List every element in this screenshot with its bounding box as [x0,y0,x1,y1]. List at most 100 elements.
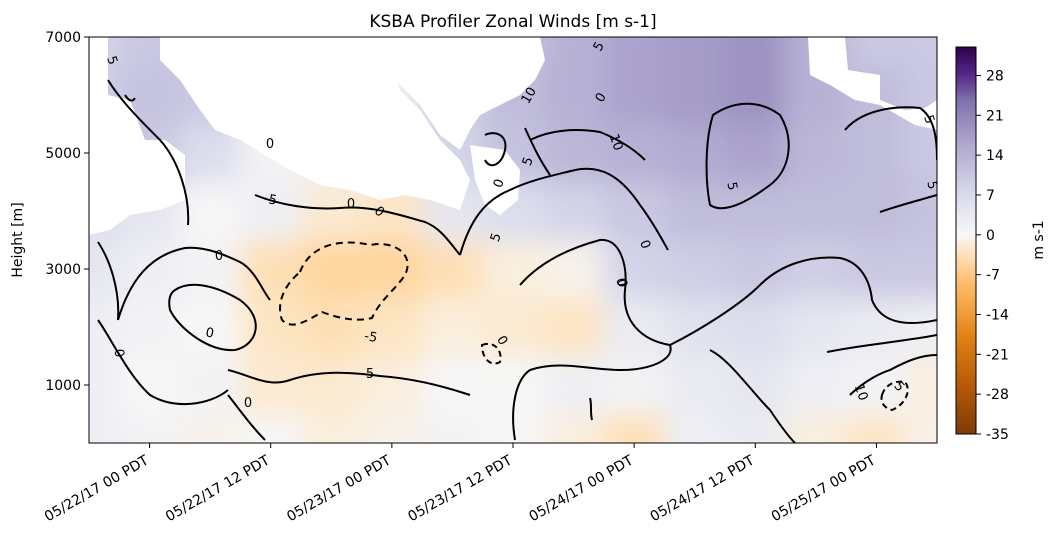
contour-label: 0 [244,396,252,411]
heat-cell [725,124,787,183]
contour-zero-right [669,256,937,346]
heat-cell [785,240,848,299]
x-tick-label: 05/24/17 00 PDT [526,452,636,525]
heat-cell [785,298,848,357]
heat-cell [361,356,424,415]
heat-cell [240,356,302,415]
heat-cell [119,240,181,299]
y-tick-label: 5000 [45,146,81,162]
contour-zero-far-right-edge [879,194,937,213]
contour-label: 0 [266,137,274,152]
heat-cell [664,66,726,125]
colorbar-tick-label: -7 [986,268,1000,284]
x-tick-label: 05/23/17 00 PDT [284,452,394,525]
heat-cell [422,240,484,299]
heat-cell [422,356,484,415]
contour-zero-upper-left-ticks [124,94,136,102]
heat-cell [179,298,242,357]
x-tick-label: 05/22/17 00 PDT [42,452,152,525]
heat-cell [603,240,666,299]
contour-minus-five-right [880,380,909,412]
contour-label: 0 [215,249,223,264]
heat-cell [89,414,121,443]
heat-cell [846,298,908,357]
contour-five-mid-left [484,132,507,167]
heat-cell [179,182,242,241]
heat-cell [785,182,848,241]
contour-label: 0 [110,348,126,359]
contour-label: 5 [723,181,739,192]
heat-cell [664,182,726,241]
heat-cell [179,414,242,443]
contour-label: 10 [519,85,540,107]
colorbar-ticks: 28 21 14 7 0 -7 -14 -21 -28 -35 [976,68,1009,443]
contour-zero-right-low [709,349,796,443]
contour-minus-five [279,241,409,326]
contour-zero-mid [227,369,471,396]
heat-cell [664,298,726,357]
heat-cell [906,240,937,299]
colorbar-tick-label: 28 [986,68,1004,84]
missing-region-top-center [160,37,470,210]
heat-cell [543,414,605,443]
colorbar-tick-label: -21 [986,347,1009,363]
heat-cell [482,298,545,357]
contour-label: 10 [606,132,626,153]
missing-region-upper-middle [370,37,545,150]
heat-cell [906,414,937,443]
heat-cell [725,356,787,415]
heat-cell [422,298,484,357]
contour-label: 0 [347,197,355,212]
x-tick-label: 05/22/17 12 PDT [163,452,273,525]
heat-cell [603,356,666,415]
colorbar-label: m s-1 [1031,220,1047,259]
heat-cell [543,37,605,67]
missing-region-top-right [808,37,937,130]
contour-zero-left [97,241,271,321]
heat-cell [119,356,181,415]
heat-cell [240,298,302,357]
heat-cell [846,182,908,241]
heat-cell [543,182,605,241]
x-tick-label: 05/24/17 12 PDT [648,452,758,525]
heatmap-field [89,37,937,443]
heat-cell [906,37,937,67]
heat-cell [846,414,908,443]
heat-cell [603,124,666,183]
missing-region-top-left [89,37,185,235]
colorbar-tick-label: 21 [986,108,1004,124]
contour-zero-lower-left [97,319,229,406]
contour-zero-upper [254,194,461,256]
heat-cell [240,414,302,443]
contour-label: 0 [204,325,215,341]
contour-label: 5 [923,180,939,191]
colorbar-tick-label: 14 [986,148,1004,164]
contour-label: 5 [267,192,278,208]
y-axis-label: Height [m] [10,202,26,277]
heat-cell [725,66,787,125]
heat-cell [664,37,726,67]
heat-cell [543,298,605,357]
contour-zero-far-right [826,334,937,353]
contour-label: 10 [851,382,871,403]
contour-zero-center [512,238,672,441]
heat-cell [240,182,302,241]
heat-cell [301,182,363,241]
heat-cell [482,240,545,299]
contour-five-upper-left [107,79,190,226]
heat-cell [603,414,666,443]
contour-zero-base [227,394,266,441]
heat-cell [301,414,363,443]
heat-cell [664,240,726,299]
heat-cell [906,182,937,241]
chart-title: KSBA Profiler Zonal Winds [m s-1] [369,12,656,32]
heat-cell [785,414,848,443]
heat-cell [301,356,363,415]
x-tick-label: 05/25/17 00 PDT [769,452,879,525]
colorbar-gradient [955,46,977,435]
contour-lines [97,79,937,443]
colorbar-tick-label: -28 [986,387,1009,403]
y-tick-label: 7000 [45,30,81,46]
